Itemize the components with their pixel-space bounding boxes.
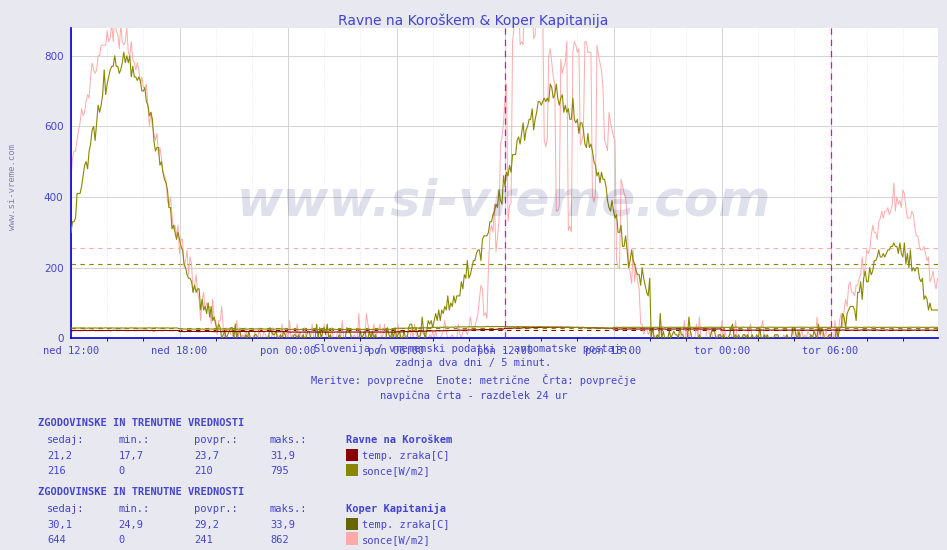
- Text: Slovenija / vremenski podatki - avtomatske postaje.
zadnja dva dni / 5 minut.
Me: Slovenija / vremenski podatki - avtomats…: [311, 344, 636, 401]
- Text: 862: 862: [270, 535, 289, 545]
- Text: 31,9: 31,9: [270, 451, 295, 461]
- Text: temp. zraka[C]: temp. zraka[C]: [362, 520, 449, 530]
- Text: 30,1: 30,1: [47, 520, 72, 530]
- Text: 795: 795: [270, 466, 289, 476]
- Text: 644: 644: [47, 535, 66, 545]
- Text: 29,2: 29,2: [194, 520, 219, 530]
- Text: 210: 210: [194, 466, 213, 476]
- Text: sedaj:: sedaj:: [47, 434, 85, 445]
- Text: ZGODOVINSKE IN TRENUTNE VREDNOSTI: ZGODOVINSKE IN TRENUTNE VREDNOSTI: [38, 418, 244, 428]
- Text: sedaj:: sedaj:: [47, 503, 85, 514]
- Text: www.si-vreme.com: www.si-vreme.com: [8, 144, 17, 230]
- Text: 23,7: 23,7: [194, 451, 219, 461]
- Text: 0: 0: [118, 466, 125, 476]
- Text: maks.:: maks.:: [270, 434, 308, 445]
- Text: Ravne na Koroškem & Koper Kapitanija: Ravne na Koroškem & Koper Kapitanija: [338, 14, 609, 28]
- Text: maks.:: maks.:: [270, 503, 308, 514]
- Text: sonce[W/m2]: sonce[W/m2]: [362, 535, 431, 545]
- Text: temp. zraka[C]: temp. zraka[C]: [362, 451, 449, 461]
- Text: 24,9: 24,9: [118, 520, 143, 530]
- Text: Ravne na Koroškem: Ravne na Koroškem: [346, 434, 452, 445]
- Text: www.si-vreme.com: www.si-vreme.com: [237, 178, 772, 226]
- Text: 241: 241: [194, 535, 213, 545]
- Text: povpr.:: povpr.:: [194, 434, 238, 445]
- Text: 0: 0: [118, 535, 125, 545]
- Text: min.:: min.:: [118, 503, 150, 514]
- Text: Koper Kapitanija: Koper Kapitanija: [346, 503, 446, 514]
- Text: 21,2: 21,2: [47, 451, 72, 461]
- Text: 216: 216: [47, 466, 66, 476]
- Text: ZGODOVINSKE IN TRENUTNE VREDNOSTI: ZGODOVINSKE IN TRENUTNE VREDNOSTI: [38, 487, 244, 497]
- Text: povpr.:: povpr.:: [194, 503, 238, 514]
- Text: min.:: min.:: [118, 434, 150, 445]
- Text: 33,9: 33,9: [270, 520, 295, 530]
- Text: sonce[W/m2]: sonce[W/m2]: [362, 466, 431, 476]
- Text: 17,7: 17,7: [118, 451, 143, 461]
